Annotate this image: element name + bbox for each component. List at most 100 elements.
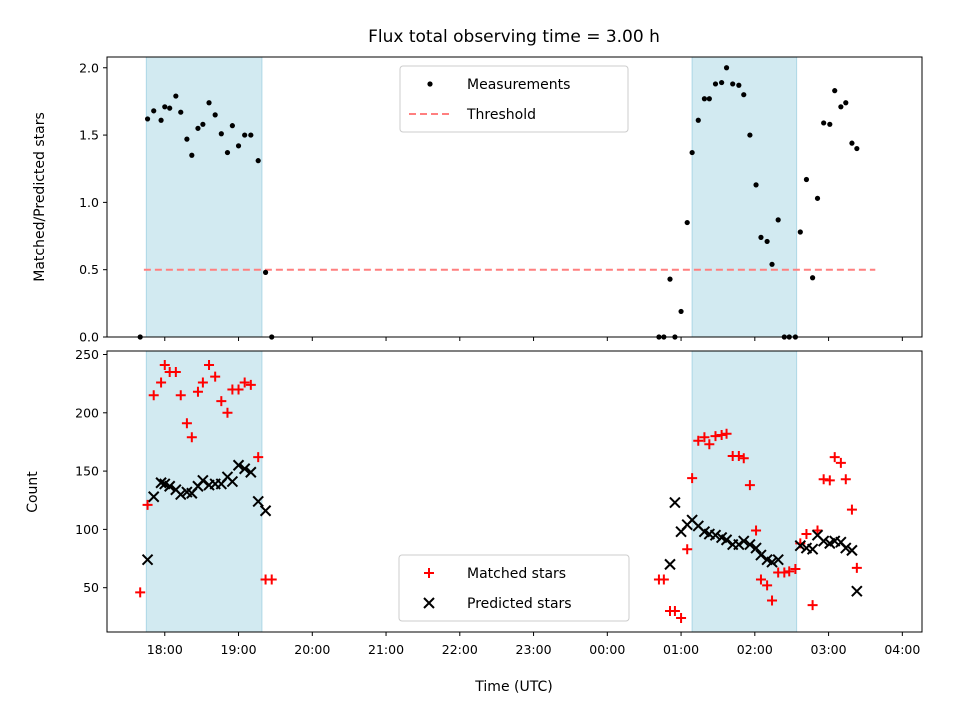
- matched-star-point: [233, 384, 244, 395]
- chart-title: Flux total observing time = 3.00 h: [368, 27, 660, 47]
- measurement-point: [224, 149, 231, 156]
- measurement-point: [218, 131, 224, 137]
- matched-star-point: [744, 480, 755, 491]
- matched-star-point: [676, 613, 687, 624]
- y-tick-label: 200: [75, 405, 99, 420]
- y-tick-label: 100: [75, 522, 99, 537]
- predicted-star-point: [846, 544, 858, 557]
- measurement-point: [689, 149, 695, 156]
- matched-star-point: [840, 474, 851, 485]
- measurement-point: [730, 81, 736, 87]
- measurement-point: [200, 121, 206, 127]
- axes-frame: [106, 350, 923, 633]
- predicted-star-point: [720, 534, 733, 546]
- predicted-star-point: [851, 585, 863, 597]
- y-tick-label: 1.5: [79, 128, 99, 143]
- matched-star-point: [159, 359, 170, 370]
- predicted-star-point: [252, 495, 264, 508]
- predicted-star-point: [840, 542, 852, 554]
- legend-label-measurements: Measurements: [467, 77, 570, 93]
- predicted-star-point: [163, 480, 176, 492]
- y-tick-label: 1.0: [79, 195, 99, 210]
- predicted-star-point: [755, 549, 767, 561]
- measurement-point: [741, 92, 747, 98]
- observing-window-band: [691, 350, 798, 633]
- ratio-legend: Measurements Threshold: [399, 65, 629, 133]
- legend-marker-matched: [424, 568, 434, 578]
- predicted-star-point: [259, 505, 272, 517]
- matched-star-point: [186, 432, 197, 443]
- measurement-point: [158, 117, 164, 123]
- matched-star-point: [716, 429, 727, 440]
- y-tick-label: 0.5: [79, 262, 99, 277]
- measurement-point: [838, 104, 844, 110]
- measurement-point: [162, 104, 168, 110]
- matched-star-point: [835, 457, 846, 468]
- y-tick-label: 2.0: [79, 60, 99, 75]
- predicted-star-point: [733, 538, 745, 551]
- matched-star-point: [156, 377, 167, 388]
- predicted-star-point: [738, 535, 750, 547]
- matched-star-point: [721, 428, 732, 439]
- measurement-point: [206, 100, 212, 106]
- legend-label-threshold: Threshold: [466, 107, 536, 123]
- measurement-point: [769, 261, 775, 267]
- matched-star-point: [693, 435, 704, 446]
- matched-star-point: [682, 544, 693, 555]
- measurement-point: [712, 81, 719, 87]
- measurement-point: [151, 108, 157, 114]
- matched-star-point: [658, 574, 669, 585]
- matched-star-point: [767, 595, 778, 606]
- y-tick-label: 250: [75, 347, 99, 362]
- x-tick-label: 18:00: [147, 642, 183, 657]
- measurement-point: [758, 234, 764, 240]
- x-tick-label: 00:00: [589, 642, 625, 657]
- measurement-point: [667, 276, 673, 282]
- predicted-star-point: [148, 491, 160, 503]
- measurement-point: [184, 136, 190, 142]
- matched-star-point: [197, 377, 208, 388]
- x-tick-label: 19:00: [221, 642, 257, 657]
- measurement-point: [173, 93, 179, 99]
- x-tick-label: 03:00: [811, 642, 847, 657]
- observing-window-band: [145, 56, 263, 338]
- x-tick-label: 04:00: [884, 642, 920, 657]
- matched-star-point: [818, 474, 829, 485]
- predicted-star-point: [175, 488, 187, 501]
- x-tick-label: 21:00: [368, 642, 404, 657]
- predicted-star-point: [794, 540, 807, 552]
- matched-star-point: [266, 574, 277, 585]
- predicted-star-point: [709, 529, 722, 541]
- measurement-point: [248, 132, 254, 138]
- matched-star-point: [239, 377, 250, 388]
- measurement-point: [747, 132, 753, 138]
- matched-star-point: [755, 574, 766, 585]
- x-tick-label: 23:00: [516, 642, 552, 657]
- matched-star-point: [807, 600, 818, 611]
- matched-star-point: [181, 418, 192, 429]
- predicted-star-point: [806, 543, 819, 555]
- matched-star-point: [245, 379, 256, 390]
- measurement-point: [854, 145, 860, 152]
- matched-star-point: [170, 366, 181, 377]
- measurement-point: [832, 88, 838, 94]
- measurement-point: [195, 125, 201, 131]
- matched-star-point: [687, 473, 698, 484]
- count-y-axis-label: Count: [25, 471, 41, 513]
- legend-label-predicted: Predicted stars: [467, 596, 572, 612]
- matched-star-point: [784, 566, 795, 577]
- matched-star-point: [148, 390, 159, 401]
- measurement-point: [764, 238, 770, 245]
- predicted-star-point: [232, 459, 245, 471]
- predicted-star-point: [817, 535, 830, 547]
- matched-star-point: [801, 529, 812, 540]
- measurement-point: [723, 65, 730, 71]
- matched-star-point: [762, 580, 773, 591]
- measurement-point: [797, 229, 803, 235]
- predicted-star-point: [750, 542, 762, 554]
- measurement-point: [167, 105, 173, 111]
- matched-star-point: [142, 499, 153, 510]
- matched-star-point: [210, 371, 221, 382]
- measurement-point: [255, 158, 261, 164]
- matched-star-point: [204, 359, 215, 370]
